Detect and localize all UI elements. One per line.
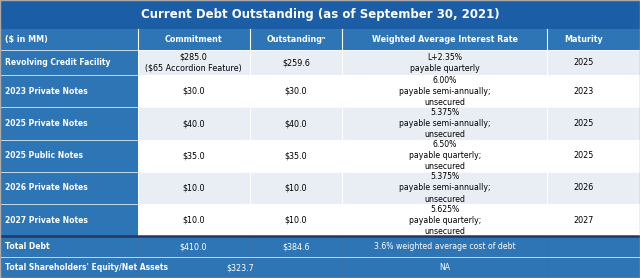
Text: 5.375%
payable semi-annually;
unsecured: 5.375% payable semi-annually; unsecured	[399, 172, 490, 203]
Text: 2025 Private Notes: 2025 Private Notes	[5, 119, 88, 128]
Text: 2023: 2023	[574, 87, 594, 96]
Bar	[0, 204, 138, 236]
Text: $10.0: $10.0	[182, 216, 205, 225]
Text: $40.0: $40.0	[285, 119, 307, 128]
Bar	[0, 29, 640, 50]
Text: L+2.35%
payable quarterly: L+2.35% payable quarterly	[410, 53, 479, 73]
Bar	[0, 172, 138, 204]
Text: Commitment: Commitment	[164, 35, 223, 44]
Text: $10.0: $10.0	[285, 216, 307, 225]
Text: $35.0: $35.0	[285, 151, 307, 160]
Text: 2027 Private Notes: 2027 Private Notes	[5, 216, 88, 225]
Bar	[0, 140, 138, 172]
Bar	[0, 172, 640, 204]
Text: Revolving Credit Facility: Revolving Credit Facility	[5, 58, 111, 67]
Text: 2026 Private Notes: 2026 Private Notes	[5, 183, 88, 192]
Bar	[0, 50, 640, 75]
Text: 2025: 2025	[574, 58, 594, 67]
Text: $10.0: $10.0	[285, 183, 307, 192]
Text: $285.0
($65 Accordion Feature): $285.0 ($65 Accordion Feature)	[145, 53, 242, 73]
Text: Maturity: Maturity	[564, 35, 604, 44]
Text: ($ in MM): ($ in MM)	[5, 35, 48, 44]
Bar	[0, 0, 640, 29]
Bar	[0, 236, 640, 257]
Text: $30.0: $30.0	[182, 87, 205, 96]
Text: 2026: 2026	[574, 183, 594, 192]
Text: $259.6: $259.6	[282, 58, 310, 67]
Text: $410.0: $410.0	[180, 242, 207, 251]
Text: 5.625%
payable quarterly;
unsecured: 5.625% payable quarterly; unsecured	[409, 205, 481, 236]
Bar	[0, 140, 640, 172]
Bar	[0, 107, 640, 140]
Bar	[0, 50, 138, 75]
Text: $40.0: $40.0	[182, 119, 205, 128]
Text: Outstandingⁿ: Outstandingⁿ	[266, 35, 326, 44]
Bar	[0, 75, 138, 107]
Text: $10.0: $10.0	[182, 183, 205, 192]
Text: 2025: 2025	[574, 151, 594, 160]
Text: $35.0: $35.0	[182, 151, 205, 160]
Text: NA: NA	[439, 263, 451, 272]
Text: Weighted Average Interest Rate: Weighted Average Interest Rate	[372, 35, 518, 44]
Text: $30.0: $30.0	[285, 87, 307, 96]
Bar	[0, 107, 138, 140]
Text: 2025 Public Notes: 2025 Public Notes	[5, 151, 83, 160]
Text: 3.6% weighted average cost of debt: 3.6% weighted average cost of debt	[374, 242, 516, 251]
Bar	[0, 204, 640, 236]
Text: Total Debt: Total Debt	[5, 242, 50, 251]
Text: Current Debt Outstanding (as of September 30, 2021): Current Debt Outstanding (as of Septembe…	[141, 8, 499, 21]
Text: 2027: 2027	[574, 216, 594, 225]
Bar	[0, 75, 640, 107]
Text: Total Shareholders' Equity/Net Assets: Total Shareholders' Equity/Net Assets	[5, 263, 168, 272]
Text: 2025: 2025	[574, 119, 594, 128]
Text: 6.00%
payable semi-annually;
unsecured: 6.00% payable semi-annually; unsecured	[399, 76, 490, 107]
Text: $384.6: $384.6	[282, 242, 310, 251]
Text: 5.375%
payable semi-annually;
unsecured: 5.375% payable semi-annually; unsecured	[399, 108, 490, 139]
Bar	[0, 257, 640, 278]
Text: $323.7: $323.7	[226, 263, 254, 272]
Text: 6.50%
payable quarterly;
unsecured: 6.50% payable quarterly; unsecured	[409, 140, 481, 171]
Text: 2023 Private Notes: 2023 Private Notes	[5, 87, 88, 96]
